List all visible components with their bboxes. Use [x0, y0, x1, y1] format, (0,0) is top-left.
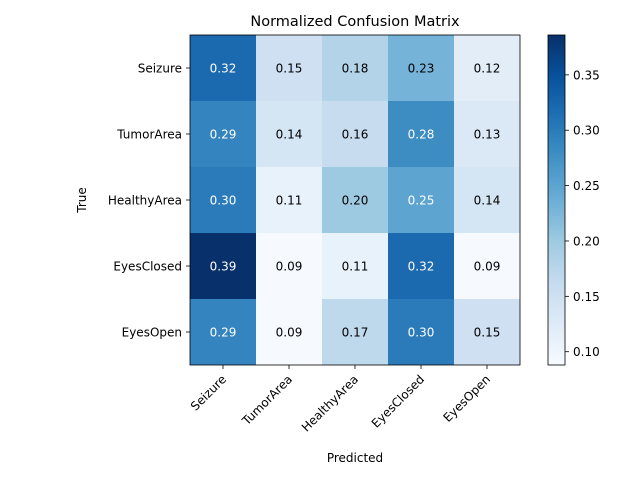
colorbar-gradient — [548, 35, 565, 365]
y-tick-label: TumorArea — [116, 128, 182, 142]
colorbar-frame — [547, 34, 566, 366]
colorbar-tick-label: 0.15 — [573, 290, 600, 304]
cell-value-label: 0.32 — [210, 62, 237, 76]
heatmap-cell — [454, 101, 520, 167]
heatmap-cell — [190, 233, 256, 299]
colorbar-tick-label: 0.25 — [573, 179, 600, 193]
cell-value-label: 0.15 — [276, 62, 303, 76]
cell-value-label: 0.32 — [408, 260, 435, 274]
x-tick-label: Seizure — [188, 372, 229, 413]
cell-value-label: 0.14 — [474, 194, 501, 208]
heatmap-cell — [322, 233, 388, 299]
cell-value-label: 0.14 — [276, 128, 303, 142]
cell-value-label: 0.30 — [408, 326, 435, 340]
colorbar-tick-label: 0.10 — [573, 345, 600, 359]
heatmap-cell — [388, 299, 454, 365]
heatmap-cell — [454, 167, 520, 233]
y-axis: Seizure TumorArea HealthyArea EyesClosed Eye… — [108, 62, 190, 340]
heatmap-cell — [454, 233, 520, 299]
heatmap-cells — [190, 35, 520, 365]
x-tick-label: HealthyArea — [299, 372, 361, 434]
heatmap-cell — [190, 167, 256, 233]
cell-value-label: 0.30 — [210, 194, 237, 208]
cell-value-label: 0.17 — [342, 326, 369, 340]
chart-title: Normalized Confusion Matrix — [250, 14, 460, 30]
cell-value-label: 0.09 — [276, 326, 303, 340]
cell-value-label: 0.09 — [276, 260, 303, 274]
y-tick-label: Seizure — [138, 62, 182, 76]
heatmap-cell — [388, 35, 454, 101]
heatmap-cell — [454, 299, 520, 365]
heatmap-cell — [388, 233, 454, 299]
cell-value-label: 0.16 — [342, 128, 369, 142]
cell-value-label: 0.25 — [408, 194, 435, 208]
cell-value-label: 0.18 — [342, 62, 369, 76]
x-axis: Seizure TumorArea HealthyArea EyesClosed Eye… — [188, 365, 493, 435]
cell-value-label: 0.15 — [474, 326, 501, 340]
x-tick-label: EyesOpen — [441, 372, 494, 425]
colorbar: 0.10 0.15 0.20 0.25 0.30 0.35 — [547, 34, 600, 366]
cell-value-label: 0.28 — [408, 128, 435, 142]
colorbar-ticks: 0.10 0.15 0.20 0.25 0.30 0.35 — [565, 68, 600, 359]
colorbar-tick-label: 0.20 — [573, 234, 600, 248]
cell-value-label: 0.11 — [342, 260, 369, 274]
heatmap-cell — [256, 299, 322, 365]
y-tick-label: EyesOpen — [122, 326, 182, 340]
heatmap-cell — [454, 35, 520, 101]
colorbar-tick-label: 0.35 — [573, 68, 600, 82]
heatmap-cell — [322, 299, 388, 365]
heatmap-cell — [190, 101, 256, 167]
cell-value-labels: 0.32 0.15 0.18 0.23 0.12 0.29 0.14 0.16 0.28 0.13… — [210, 62, 501, 340]
x-axis-label: Predicted — [327, 451, 383, 465]
cell-value-label: 0.12 — [474, 62, 501, 76]
cell-value-label: 0.20 — [342, 194, 369, 208]
heatmap-cell — [322, 101, 388, 167]
cell-value-label: 0.11 — [276, 194, 303, 208]
heatmap-cell — [322, 167, 388, 233]
heatmap-cell — [256, 35, 322, 101]
heatmap-cell — [322, 35, 388, 101]
cell-value-label: 0.23 — [408, 62, 435, 76]
cell-value-label: 0.39 — [210, 260, 237, 274]
y-tick-label: HealthyArea — [108, 194, 182, 208]
y-axis-label: True — [75, 187, 89, 214]
colorbar-tick-label: 0.30 — [573, 124, 600, 138]
x-tick-label: TumorArea — [239, 372, 295, 428]
heatmap-cell — [388, 167, 454, 233]
heatmap-cell — [388, 101, 454, 167]
heatmap-cell — [256, 167, 322, 233]
y-tick-label: EyesClosed — [113, 260, 182, 274]
x-tick-label: EyesClosed — [369, 372, 427, 430]
cell-value-label: 0.29 — [210, 326, 237, 340]
heatmap-cell — [256, 233, 322, 299]
cell-value-label: 0.29 — [210, 128, 237, 142]
heatmap-cell — [190, 35, 256, 101]
heatmap-cell — [256, 101, 322, 167]
heatmap-cell — [190, 299, 256, 365]
cell-value-label: 0.09 — [474, 260, 501, 274]
cell-value-label: 0.13 — [474, 128, 501, 142]
